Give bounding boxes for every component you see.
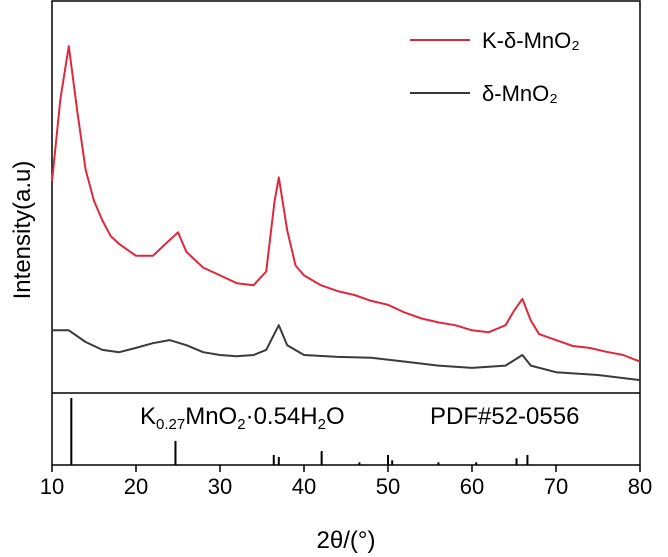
x-tick-label: 30 xyxy=(208,474,232,499)
x-tick-label: 60 xyxy=(460,474,484,499)
data-line xyxy=(51,45,641,363)
formula-part: 2 xyxy=(318,416,326,433)
x-tick-label: 50 xyxy=(376,474,400,499)
formula-part: MnO xyxy=(185,403,237,430)
reference-pdf: PDF#52-0556 xyxy=(430,403,579,430)
formula-part: 2 xyxy=(237,416,245,433)
x-axis-label: 2θ/(°) xyxy=(317,527,376,554)
x-tick-label: 80 xyxy=(628,474,652,499)
x-tick-label: 40 xyxy=(292,474,316,499)
data-line xyxy=(52,324,641,382)
y-axis-label: Intensity(a.u) xyxy=(9,161,36,300)
formula-part: 0.27 xyxy=(156,416,185,433)
reference-formula: K0.27MnO2·0.54H2O xyxy=(140,403,345,433)
x-tick-label: 10 xyxy=(40,474,64,499)
plot-frame xyxy=(51,0,641,466)
x-tick-label: 20 xyxy=(124,474,148,499)
formula-part: ·0.54H xyxy=(246,403,318,430)
formula-part: K xyxy=(140,403,156,430)
legend-label: K-δ-MnO₂ xyxy=(482,28,580,53)
x-tick-label: 70 xyxy=(544,474,568,499)
legend-label: δ-MnO₂ xyxy=(482,81,558,106)
formula-part: O xyxy=(326,403,345,430)
